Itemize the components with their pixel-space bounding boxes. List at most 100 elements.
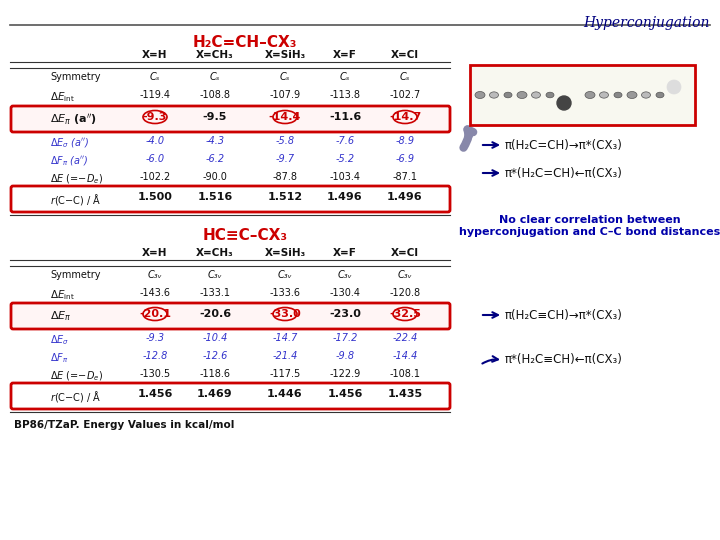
Text: -133.6: -133.6 [269, 288, 300, 298]
Text: π(H₂C≡CH)→π*(CX₃): π(H₂C≡CH)→π*(CX₃) [505, 308, 623, 321]
Text: -5.2: -5.2 [336, 154, 354, 164]
Text: -113.8: -113.8 [330, 90, 361, 100]
Text: -9.5: -9.5 [203, 112, 228, 122]
Ellipse shape [475, 91, 485, 98]
Text: X=CH₃: X=CH₃ [196, 50, 234, 60]
Text: -14.7: -14.7 [389, 112, 421, 122]
FancyBboxPatch shape [11, 383, 450, 409]
Text: X=SiH₃: X=SiH₃ [264, 248, 305, 258]
Ellipse shape [585, 91, 595, 98]
Text: C₃ᵥ: C₃ᵥ [397, 270, 413, 280]
Text: Symmetry: Symmetry [50, 270, 101, 280]
Text: $\Delta F_{\pi}$: $\Delta F_{\pi}$ [50, 351, 68, 365]
Text: $\Delta E$ (=$-D_e$): $\Delta E$ (=$-D_e$) [50, 369, 103, 383]
Text: H₂C=CH–CX₃: H₂C=CH–CX₃ [193, 35, 297, 50]
Text: -20.6: -20.6 [199, 309, 231, 319]
Text: $r$(C$-$C) / Å: $r$(C$-$C) / Å [50, 389, 102, 404]
Text: $\Delta F_{\pi}$ (a$^{\prime\prime}$): $\Delta F_{\pi}$ (a$^{\prime\prime}$) [50, 154, 89, 167]
Text: 1.500: 1.500 [138, 192, 172, 202]
Text: $\Delta E$ (=$-D_e$): $\Delta E$ (=$-D_e$) [50, 172, 103, 186]
Text: Cₛ: Cₛ [340, 72, 350, 82]
Text: -20.1: -20.1 [139, 309, 171, 319]
Text: -21.4: -21.4 [272, 351, 297, 361]
Text: π*(H₂C≡CH)←π(CX₃): π*(H₂C≡CH)←π(CX₃) [505, 354, 623, 367]
Text: 1.435: 1.435 [387, 389, 423, 399]
Text: -122.9: -122.9 [329, 369, 361, 379]
Text: -9.3: -9.3 [145, 333, 165, 343]
Text: 1.496: 1.496 [387, 192, 423, 202]
Text: -4.0: -4.0 [145, 136, 165, 146]
Text: Hyperconjugation: Hyperconjugation [584, 16, 710, 30]
FancyBboxPatch shape [11, 186, 450, 212]
Text: -9.7: -9.7 [276, 154, 294, 164]
Text: 1.496: 1.496 [327, 192, 363, 202]
Text: -8.9: -8.9 [395, 136, 415, 146]
Text: -6.9: -6.9 [395, 154, 415, 164]
Text: -108.8: -108.8 [199, 90, 230, 100]
Text: 1.456: 1.456 [328, 389, 363, 399]
Text: -103.4: -103.4 [330, 172, 361, 182]
Text: -133.1: -133.1 [199, 288, 230, 298]
Text: -12.6: -12.6 [202, 351, 228, 361]
Text: -120.8: -120.8 [390, 288, 420, 298]
Text: -4.3: -4.3 [205, 136, 225, 146]
Text: $\Delta E_{\sigma}$: $\Delta E_{\sigma}$ [50, 333, 69, 347]
Text: $\Delta E_{\pi}$ (a$^{\prime\prime}$): $\Delta E_{\pi}$ (a$^{\prime\prime}$) [50, 112, 97, 127]
Ellipse shape [614, 92, 622, 98]
Ellipse shape [546, 92, 554, 98]
Text: -14.7: -14.7 [272, 333, 297, 343]
Text: -102.7: -102.7 [390, 90, 420, 100]
Text: C₃ᵥ: C₃ᵥ [207, 270, 222, 280]
Text: C₃ᵥ: C₃ᵥ [278, 270, 292, 280]
Text: π(H₂C=CH)→π*(CX₃): π(H₂C=CH)→π*(CX₃) [505, 138, 623, 152]
Text: -22.4: -22.4 [392, 333, 418, 343]
Text: 1.456: 1.456 [138, 389, 173, 399]
Circle shape [667, 80, 681, 94]
Text: -5.8: -5.8 [276, 136, 294, 146]
Text: X=CH₃: X=CH₃ [196, 248, 234, 258]
FancyBboxPatch shape [470, 65, 695, 125]
Text: -33.0: -33.0 [269, 309, 301, 319]
Text: 1.469: 1.469 [197, 389, 233, 399]
FancyBboxPatch shape [11, 303, 450, 329]
Text: -23.0: -23.0 [329, 309, 361, 319]
Ellipse shape [600, 92, 608, 98]
Text: X=Cl: X=Cl [391, 50, 419, 60]
Text: -117.5: -117.5 [269, 369, 301, 379]
Text: π*(H₂C=CH)←π(CX₃): π*(H₂C=CH)←π(CX₃) [505, 166, 623, 179]
Text: -11.6: -11.6 [329, 112, 361, 122]
Text: X=F: X=F [333, 248, 357, 258]
Ellipse shape [517, 91, 527, 98]
Ellipse shape [656, 92, 664, 98]
Text: -108.1: -108.1 [390, 369, 420, 379]
Text: -14.4: -14.4 [269, 112, 301, 122]
Text: C₃ᵥ: C₃ᵥ [148, 270, 163, 280]
Text: X=Cl: X=Cl [391, 248, 419, 258]
Text: -130.4: -130.4 [330, 288, 361, 298]
Text: -6.2: -6.2 [205, 154, 225, 164]
Circle shape [557, 96, 571, 110]
Text: 1.446: 1.446 [267, 389, 303, 399]
Text: Cₛ: Cₛ [210, 72, 220, 82]
Text: -143.6: -143.6 [140, 288, 171, 298]
Text: $\Delta E_{\pi}$: $\Delta E_{\pi}$ [50, 309, 71, 323]
Ellipse shape [627, 91, 637, 98]
Text: No clear correlation between
hyperconjugation and C–C bond distances: No clear correlation between hyperconjug… [459, 215, 720, 237]
Text: -107.9: -107.9 [269, 90, 300, 100]
Text: -90.0: -90.0 [202, 172, 228, 182]
FancyBboxPatch shape [11, 106, 450, 132]
Text: BP86/TZaP. Energy Values in kcal/mol: BP86/TZaP. Energy Values in kcal/mol [14, 420, 235, 430]
Ellipse shape [642, 92, 650, 98]
Text: 1.516: 1.516 [197, 192, 233, 202]
Text: -17.2: -17.2 [333, 333, 358, 343]
Text: Cₛ: Cₛ [400, 72, 410, 82]
Text: $r$(C$-$C) / Å: $r$(C$-$C) / Å [50, 192, 102, 207]
Text: -102.2: -102.2 [140, 172, 171, 182]
Text: $\Delta E_{\rm int}$: $\Delta E_{\rm int}$ [50, 90, 75, 104]
Text: -87.8: -87.8 [272, 172, 297, 182]
Ellipse shape [490, 92, 498, 98]
Text: -118.6: -118.6 [199, 369, 230, 379]
Text: X=SiH₃: X=SiH₃ [264, 50, 305, 60]
Text: -9.3: -9.3 [143, 112, 167, 122]
Text: X=H: X=H [143, 50, 168, 60]
